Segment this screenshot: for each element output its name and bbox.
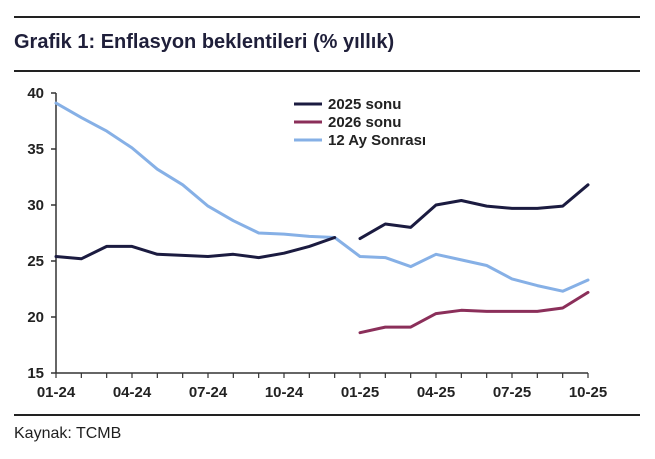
series-line-2025-sonu-2024 [54, 236, 337, 261]
top-rule [14, 16, 640, 18]
x-tick-label: 07-24 [189, 384, 228, 401]
legend-label: 12 Ay Sonrası [328, 132, 426, 149]
legend-label: 2025 sonu [328, 96, 401, 113]
y-tick-label: 40 [27, 85, 44, 102]
x-tick-label: 01-25 [341, 384, 379, 401]
y-tick-label: 35 [27, 141, 44, 158]
x-tick-label: 04-24 [113, 384, 152, 401]
x-tick-label: 01-24 [37, 384, 76, 401]
y-tick-label: 20 [27, 309, 44, 326]
y-tick-label: 25 [27, 253, 44, 270]
bottom-rule [14, 414, 640, 416]
source-note: Kaynak: TCMB [14, 425, 122, 442]
y-tick-label: 30 [27, 197, 44, 214]
chart-lines [54, 101, 590, 335]
chart-title: Grafik 1: Enflasyon beklentileri (% yıll… [14, 31, 395, 53]
x-tick-label: 10-24 [265, 384, 304, 401]
series-line-2025-sonu [358, 183, 590, 241]
title-rule [14, 70, 640, 72]
legend-label: 2026 sonu [328, 114, 401, 131]
series-line-2026-sonu [358, 290, 590, 335]
chart-axes: 15 20 25 30 35 40 01-24 04-24 07-24 10-24 01-25 04-… [27, 85, 607, 401]
series-line-12-ay-sonrası [54, 101, 590, 293]
y-tick-label: 15 [27, 365, 44, 382]
x-tick-label: 07-25 [493, 384, 531, 401]
x-tick-label: 10-25 [569, 384, 607, 401]
x-tick-label: 04-25 [417, 384, 455, 401]
